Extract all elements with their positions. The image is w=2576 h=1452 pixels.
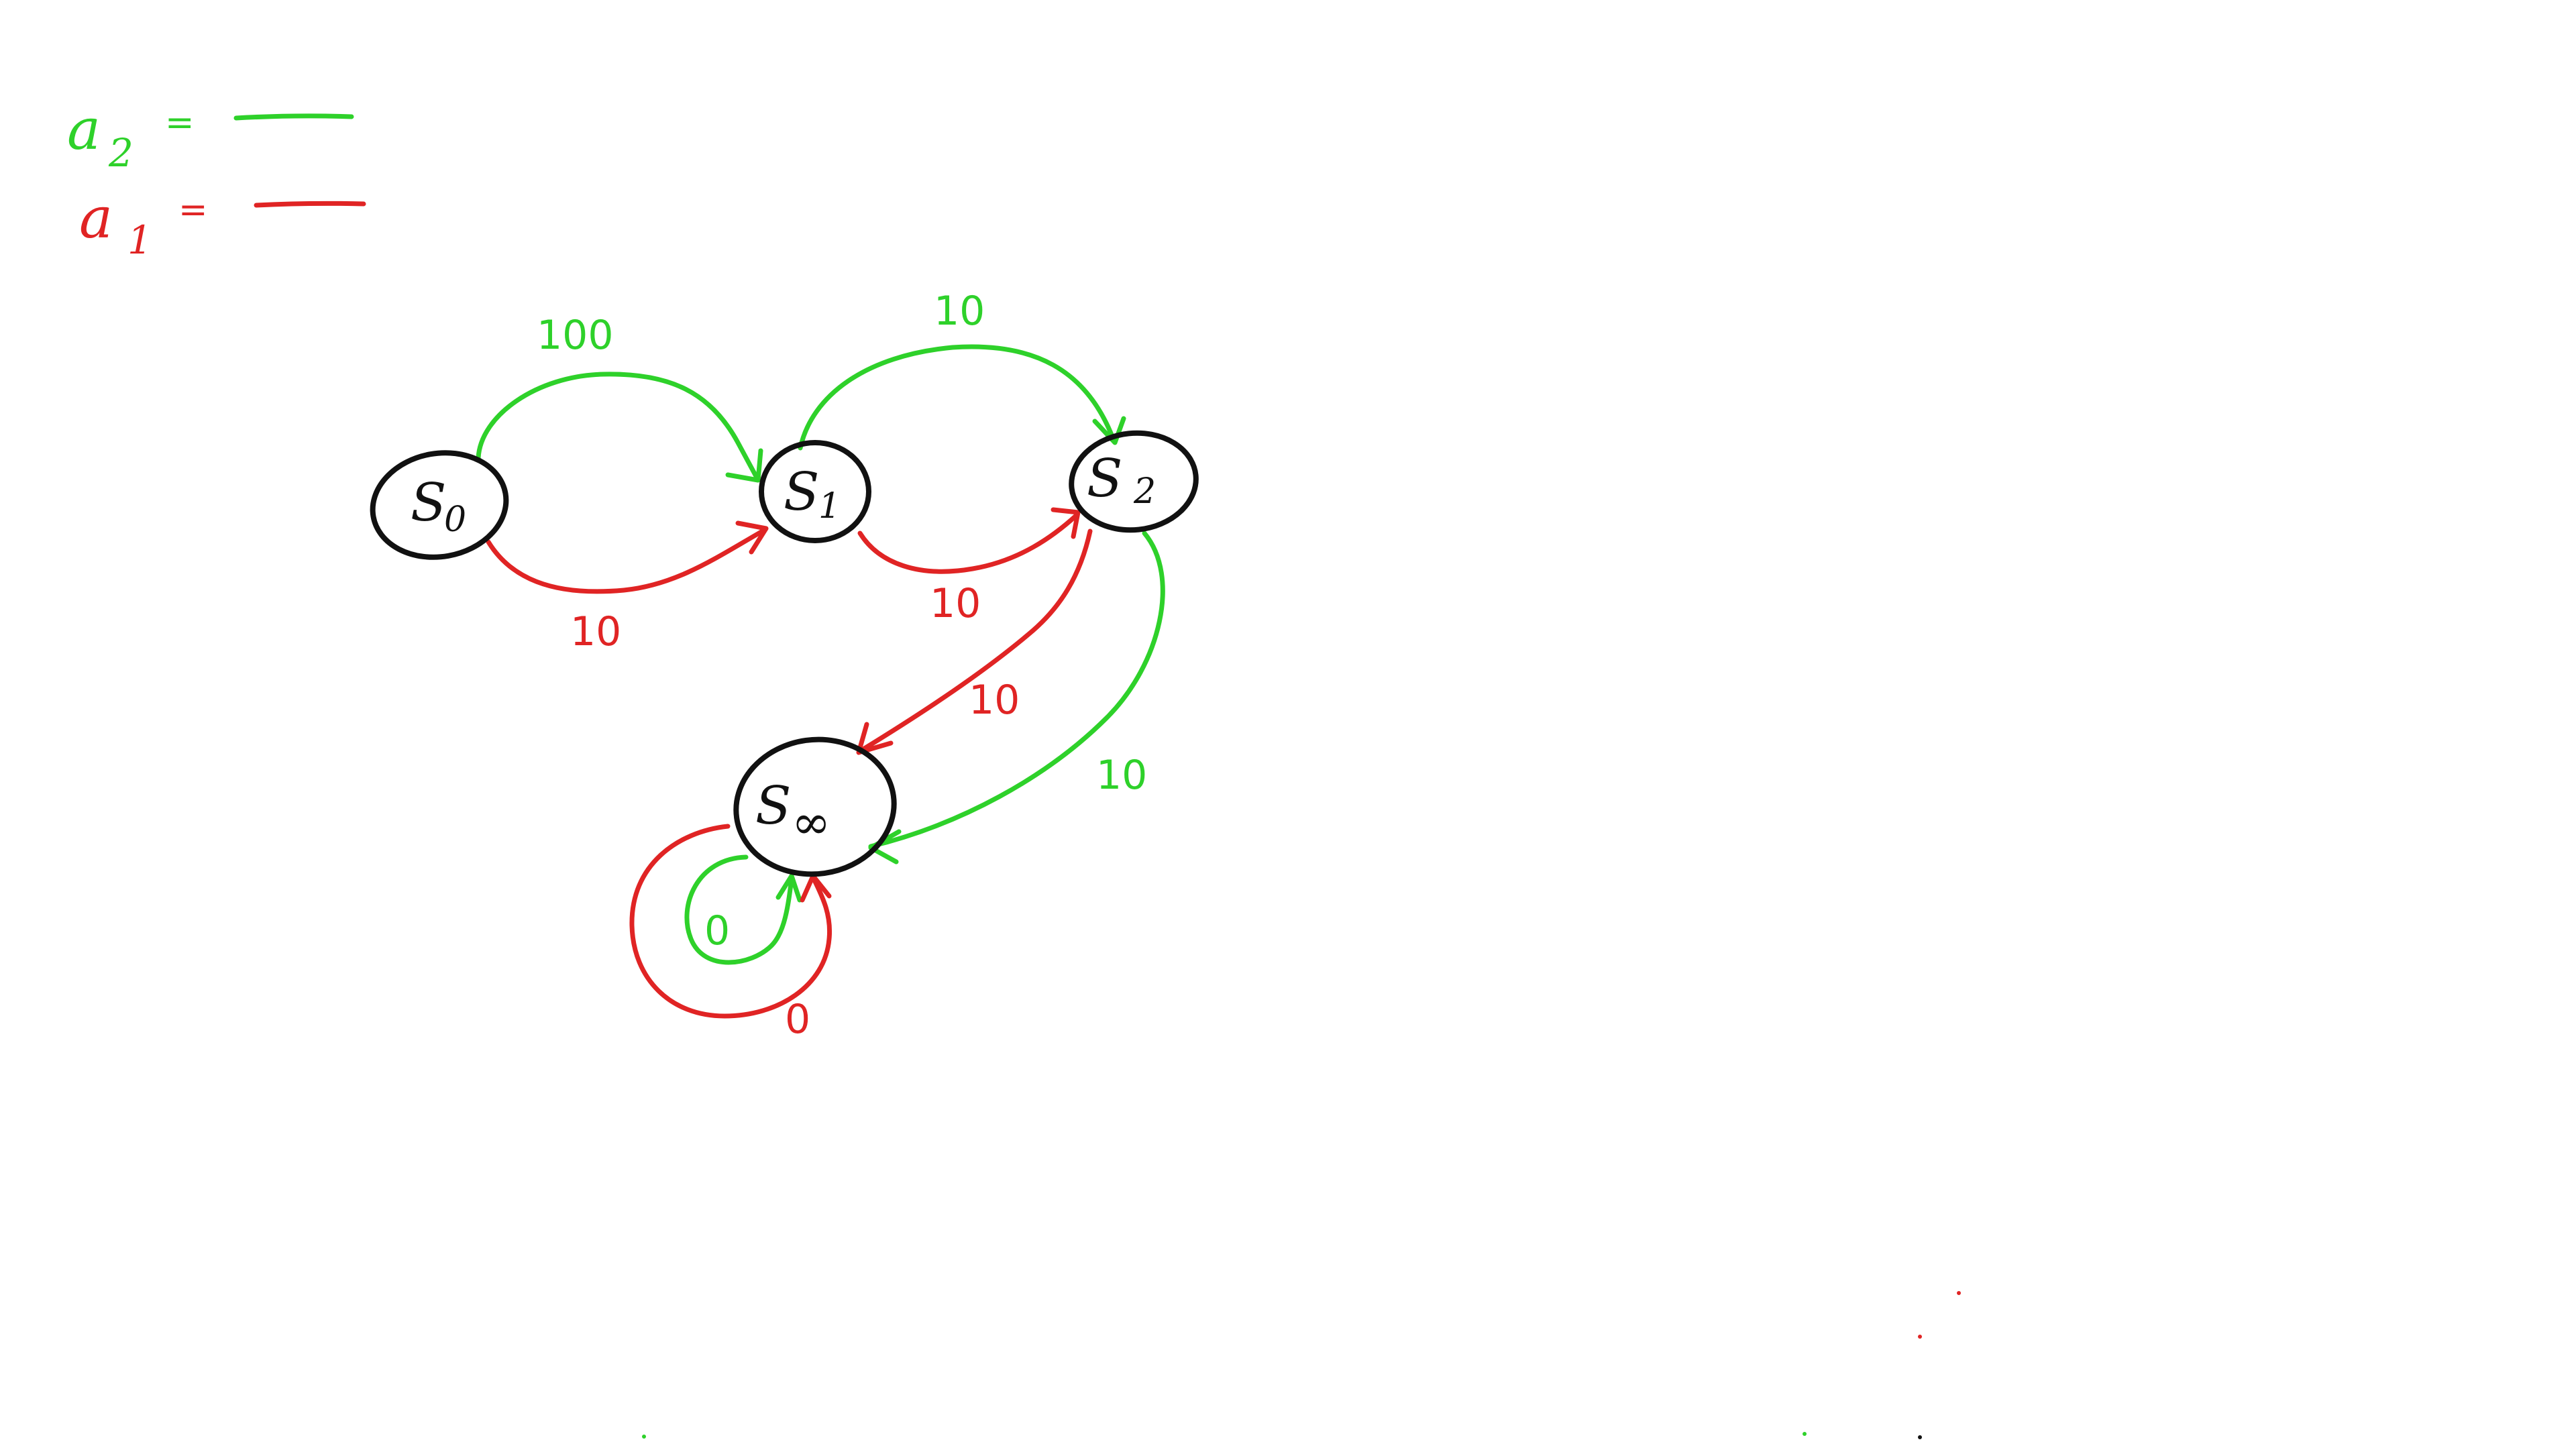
edge-label-s0-s1-green: 100 xyxy=(537,312,614,359)
legend-a2-equals: = xyxy=(165,103,195,143)
edge-s1-s2-green: 10 xyxy=(798,288,1126,451)
arrowhead xyxy=(1051,507,1081,539)
edge-s2-sinf-red: 10 xyxy=(856,528,1093,755)
arrowhead xyxy=(725,448,763,483)
legend-item-a1: a 1 = xyxy=(79,185,366,263)
legend-a2-subscript: 2 xyxy=(108,130,133,176)
edge-label-sinf-loop-green: 0 xyxy=(704,907,730,954)
edge-s0-s1-green: 100 xyxy=(476,312,763,483)
arrowhead xyxy=(868,829,902,864)
legend-a1-letter: a xyxy=(79,185,113,251)
legend-a2-letter: a xyxy=(67,97,101,162)
node-s2-subscript: 2 xyxy=(1133,471,1156,512)
node-s2-letter: S xyxy=(1087,449,1122,509)
edge-s1-s2-red: 10 xyxy=(857,507,1081,627)
edge-s2-sinf-green: 10 xyxy=(868,530,1165,864)
arrowhead xyxy=(735,520,769,555)
node-s1-letter: S xyxy=(784,462,819,522)
node-s2: S 2 xyxy=(1069,430,1199,533)
legend-item-a2: a 2 = xyxy=(67,97,354,176)
edge-label-sinf-loop-red: 0 xyxy=(785,996,810,1043)
edge-label-s1-s2-red: 10 xyxy=(930,580,981,627)
legend-a1-equals: = xyxy=(178,190,208,230)
arrowhead xyxy=(775,873,802,903)
arrowhead xyxy=(856,722,894,755)
edge-sinf-loop-green: 0 xyxy=(684,854,802,965)
node-sinf-letter: S xyxy=(755,776,791,836)
edge-label-s1-s2-green: 10 xyxy=(934,288,985,335)
legend-a1-line-red xyxy=(254,201,366,208)
edge-label-s2-sinf-red: 10 xyxy=(969,677,1020,724)
arrowhead xyxy=(1092,416,1126,445)
node-s1-subscript: 1 xyxy=(818,486,841,526)
legend-a2-line-green xyxy=(233,113,354,121)
legend-a1-subscript: 1 xyxy=(127,217,152,263)
node-sinf-subscript: ∞ xyxy=(792,795,830,850)
legend: a 2 = a 1 = xyxy=(67,97,366,263)
stray-marks xyxy=(642,1291,1961,1439)
edge-label-s2-sinf-green: 10 xyxy=(1096,752,1147,799)
node-s-infinity: S ∞ xyxy=(733,736,897,877)
edge-s0-s1-red: 10 xyxy=(486,520,769,655)
node-s0-subscript: 0 xyxy=(444,500,466,540)
node-s0: S 0 xyxy=(370,450,509,560)
node-s1: S 1 xyxy=(759,440,871,543)
edge-label-s0-s1-red: 10 xyxy=(570,608,621,655)
node-s0-letter: S xyxy=(411,473,446,533)
